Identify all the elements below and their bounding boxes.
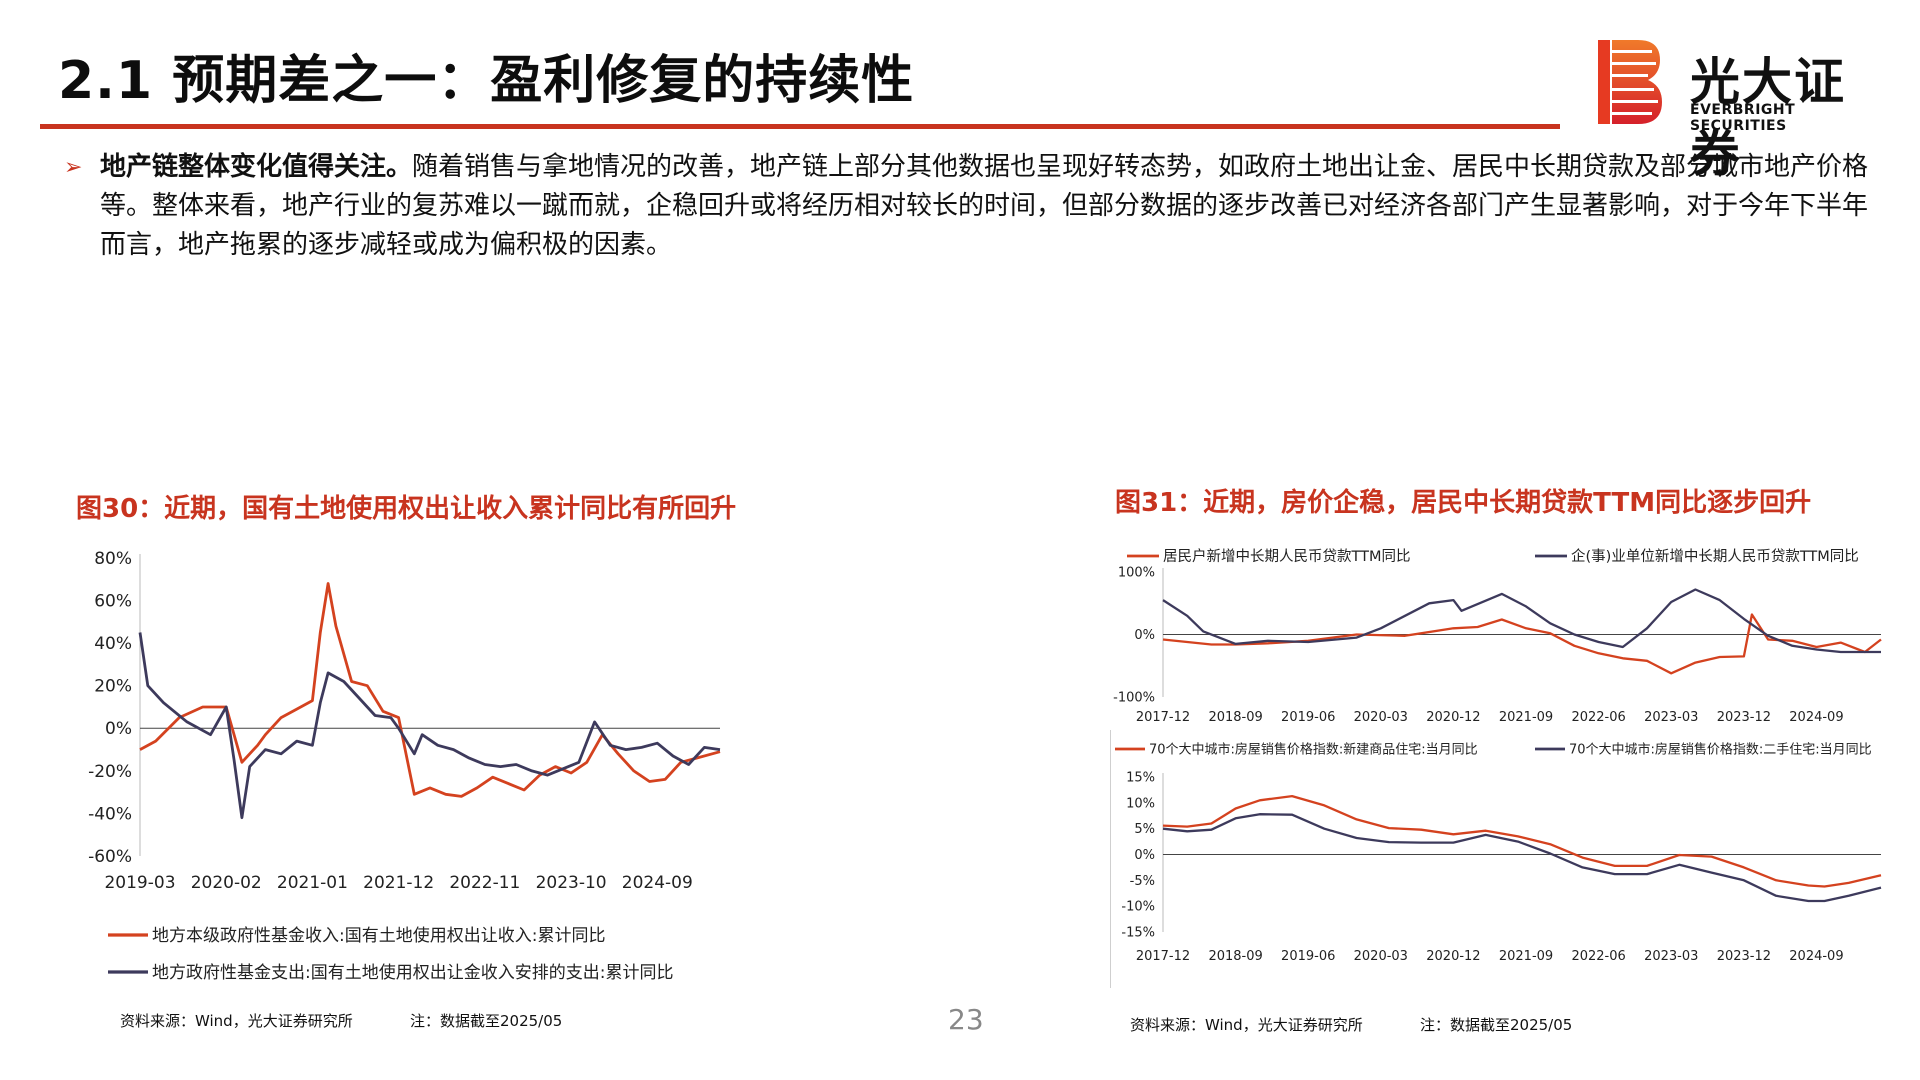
key-point-lead: 地产链整体变化值得关注。 (100, 152, 413, 182)
fig31a-x-tick-label: 2020-12 (1426, 710, 1480, 725)
fig30-x-tick-label: 2023-10 (536, 873, 607, 893)
fig31b-y-tick-label: 15% (1126, 771, 1155, 786)
figure-30-chart: -60% -40% -20% 0% 20% 40% 60% 80% 2019-03 2020-02… (88, 549, 721, 983)
fig31a-x-tick-label: 2024-09 (1789, 710, 1843, 725)
fig30-x-tick-label: 2019-03 (104, 873, 175, 893)
fig30-y-tick-label: -60% (88, 847, 132, 867)
fig30-series-1-line (139, 582, 721, 798)
fig31a-series-2-line (1162, 588, 1881, 654)
fig31a-series-1-line (1162, 613, 1882, 675)
fig31b-x-tick-label: 2019-06 (1281, 949, 1335, 964)
fig30-series-2-line (138, 632, 721, 820)
fig30-x-tick-label: 2020-02 (191, 873, 262, 893)
fig30-x-tick-label: 2022-11 (449, 873, 520, 893)
logo-chinese-name: 光大证券 (1690, 53, 1846, 183)
fig30-y-tick-label: 0% (105, 719, 132, 739)
fig31b-x-tick-label: 2023-03 (1644, 949, 1698, 964)
fig31b-legend-label: 70个大中城市:房屋销售价格指数:新建商品住宅:当月同比 (1149, 742, 1478, 758)
figure-31-separator (1110, 730, 1111, 988)
fig31b-x-tick-label: 2020-03 (1354, 949, 1408, 964)
fig30-y-tick-label: -20% (88, 762, 132, 782)
fig30-y-tick-label: 80% (94, 549, 132, 569)
fig31a-legend-label: 企(事)业单位新增中长期人民币贷款TTM同比 (1571, 547, 1859, 565)
fig31a-y-tick-label: 0% (1134, 628, 1155, 643)
fig30-y-tick-label: 40% (94, 634, 132, 654)
title-divider (40, 124, 1560, 129)
figure-31-note: 注：数据截至2025/05 (1420, 1016, 1573, 1034)
figure-31-prices-chart: -15% -10% -5% 0% 5% 10% 15% 2017-12 2018-09 2019-… (1115, 742, 1882, 964)
fig31b-series-2-line (1162, 813, 1882, 903)
figure-31-source: 资料来源：Wind，光大证券研究所 (1130, 1016, 1363, 1034)
fig30-x-tick-label: 2021-01 (277, 873, 348, 893)
figure-31-loans-chart: -100% 0% 100% 2017-12 2018-09 2019-06 2020-03 2… (1113, 547, 1882, 725)
logo-english-name: EVERBRIGHT SECURITIES (1690, 102, 1796, 134)
page-number: 23 (948, 1003, 984, 1036)
fig31b-series-1-line (1162, 794, 1882, 888)
fig31b-x-tick-label: 2018-09 (1208, 949, 1262, 964)
fig31a-x-tick-label: 2020-03 (1354, 710, 1408, 725)
figure-30-title: 图30：近期，国有土地使用权出让收入累计同比有所回升 (76, 494, 737, 524)
fig31b-y-tick-label: -15% (1121, 926, 1155, 941)
fig31a-x-tick-label: 2018-09 (1208, 710, 1262, 725)
fig31b-y-tick-label: -5% (1130, 874, 1155, 889)
fig31b-x-tick-label: 2020-12 (1426, 949, 1480, 964)
fig31a-y-tick-label: -100% (1113, 691, 1155, 706)
figure-31-title: 图31：近期，房价企稳，居民中长期贷款TTM同比逐步回升 (1115, 488, 1812, 518)
fig30-x-tick-label: 2021-12 (363, 873, 434, 893)
key-point-text: 地产链整体变化值得关注。随着销售与拿地情况的改善，地产链上部分其他数据也呈现好转… (100, 148, 1880, 265)
fig31b-x-tick-label: 2024-09 (1789, 949, 1843, 964)
fig30-legend-label: 地方本级政府性基金收入:国有土地使用权出让收入:累计同比 (152, 925, 605, 946)
fig30-y-tick-label: 60% (94, 592, 132, 612)
fig31b-y-tick-label: 5% (1134, 822, 1155, 837)
fig31b-x-tick-label: 2023-12 (1717, 949, 1771, 964)
fig30-y-tick-label: -40% (88, 804, 132, 824)
fig30-y-tick-label: 20% (94, 677, 132, 697)
fig31a-y-tick-label: 100% (1118, 566, 1155, 581)
fig31b-legend-label: 70个大中城市:房屋销售价格指数:二手住宅:当月同比 (1569, 742, 1872, 758)
fig31a-x-tick-label: 2017-12 (1136, 710, 1190, 725)
page-title: 2.1 预期差之一：盈利修复的持续性 (58, 51, 915, 111)
fig30-legend-label: 地方政府性基金支出:国有土地使用权出让金收入安排的支出:累计同比 (152, 962, 673, 983)
fig31a-x-tick-label: 2023-03 (1644, 710, 1698, 725)
bullet-arrow-icon: ➢ (64, 155, 83, 180)
fig30-x-tick-label: 2024-09 (622, 873, 693, 893)
fig31a-legend-label: 居民户新增中长期人民币贷款TTM同比 (1163, 548, 1410, 565)
fig31b-x-tick-label: 2021-09 (1499, 949, 1553, 964)
fig31a-x-tick-label: 2021-09 (1499, 710, 1553, 725)
fig31b-y-tick-label: -10% (1121, 900, 1155, 915)
everbright-logo: 光大证券 EVERBRIGHT SECURITIES (1598, 40, 1888, 183)
figure-30-note: 注：数据截至2025/05 (410, 1012, 563, 1030)
fig31b-x-tick-label: 2022-06 (1571, 949, 1625, 964)
fig31a-x-tick-label: 2019-06 (1281, 710, 1335, 725)
fig31a-x-tick-label: 2022-06 (1571, 710, 1625, 725)
logo-mark-icon (1598, 40, 1662, 124)
fig31b-y-tick-label: 10% (1126, 796, 1155, 811)
fig31b-x-tick-label: 2017-12 (1136, 949, 1190, 964)
key-point-body: 随着销售与拿地情况的改善，地产链上部分其他数据也呈现好转态势，如政府土地出让金、… (100, 152, 1869, 260)
figure-30-source: 资料来源：Wind，光大证券研究所 (120, 1012, 353, 1030)
fig31a-x-tick-label: 2023-12 (1717, 710, 1771, 725)
fig31b-y-tick-label: 0% (1134, 848, 1155, 863)
